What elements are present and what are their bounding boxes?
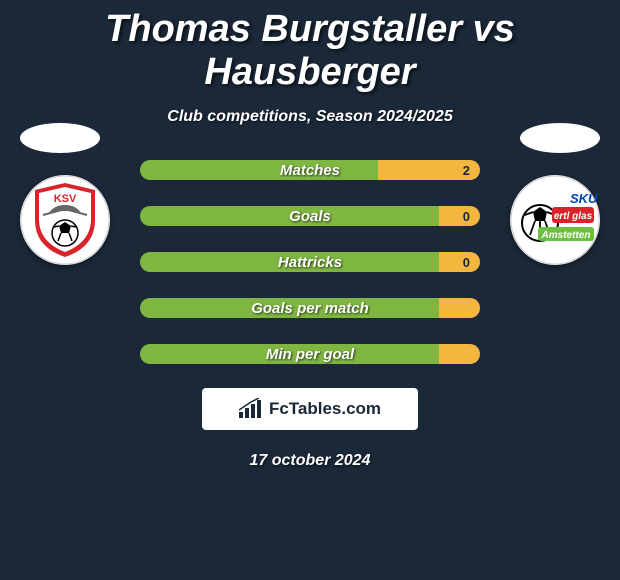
stat-row: Min per goal [140, 344, 480, 364]
stat-row: Goals per match [140, 298, 480, 318]
page-date: 17 october 2024 [0, 452, 620, 470]
stat-label: Hattricks [278, 254, 342, 271]
bar-chart-icon [239, 398, 263, 420]
stat-label: Goals per match [251, 300, 369, 317]
shield-icon: KSV [20, 175, 110, 265]
stat-value: 2 [463, 163, 470, 178]
stat-value: 0 [463, 255, 470, 270]
stat-label: Min per goal [266, 346, 354, 363]
svg-text:Amstetten: Amstetten [541, 230, 591, 241]
branding-box: FcTables.com [202, 388, 418, 430]
shield-icon: SKU ertl glas Amstetten [510, 175, 600, 265]
page-title: Thomas Burgstaller vs Hausberger [0, 0, 620, 94]
svg-text:ertl glas: ertl glas [554, 211, 593, 222]
svg-text:KSV: KSV [54, 193, 77, 205]
team-badge-left: KSV [20, 175, 110, 265]
player-marker-left [20, 123, 100, 153]
branding-text: FcTables.com [269, 399, 381, 419]
team-badge-right: SKU ertl glas Amstetten [510, 175, 600, 265]
stat-value: 0 [463, 209, 470, 224]
svg-text:SKU: SKU [570, 191, 598, 206]
stat-label: Matches [280, 162, 340, 179]
stat-row: Matches 2 [140, 160, 480, 180]
stat-row: Goals 0 [140, 206, 480, 226]
player-marker-right [520, 123, 600, 153]
stat-row: Hattricks 0 [140, 252, 480, 272]
stat-label: Goals [289, 208, 331, 225]
page-subtitle: Club competitions, Season 2024/2025 [0, 108, 620, 126]
